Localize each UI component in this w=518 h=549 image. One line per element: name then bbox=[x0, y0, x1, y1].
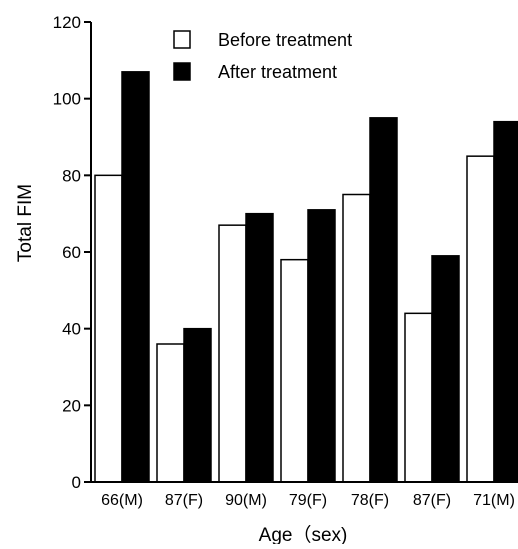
bar-before-3 bbox=[218, 224, 247, 483]
bars-layer bbox=[94, 71, 518, 483]
bar-before-7 bbox=[466, 155, 495, 483]
y-axis-title: Total FIM bbox=[15, 184, 36, 262]
bar-before-6 bbox=[404, 312, 433, 483]
bar-after-7 bbox=[493, 120, 518, 483]
legend-label-before: Before treatment bbox=[218, 30, 352, 50]
legend-swatch-before bbox=[173, 30, 191, 49]
x-tick-label-1: 66(M) bbox=[101, 492, 143, 509]
bar-after-4 bbox=[307, 209, 336, 483]
x-tick-label-5: 78(F) bbox=[351, 492, 389, 509]
y-tick-label-40: 40 bbox=[62, 320, 81, 339]
y-tick-label-80: 80 bbox=[62, 166, 81, 185]
legend-label-after: After treatment bbox=[218, 62, 337, 82]
axes-layer: 66(M) 87(F) 90(M) 79(F) 78(F) 87(F) 71(M) 0 20 40… bbox=[53, 13, 518, 509]
y-tick-label-120: 120 bbox=[53, 13, 81, 32]
bar-before-5 bbox=[342, 193, 371, 483]
y-tick-label-20: 20 bbox=[62, 396, 81, 415]
bar-before-1 bbox=[94, 174, 123, 483]
legend: Before treatment After treatment bbox=[173, 30, 352, 82]
bar-after-1 bbox=[121, 71, 150, 483]
x-tick-label-6: 87(F) bbox=[413, 492, 451, 509]
y-tick-label-60: 60 bbox=[62, 243, 81, 262]
x-tick-label-3: 90(M) bbox=[225, 492, 267, 509]
bar-after-2 bbox=[183, 327, 212, 483]
x-tick-label-4: 79(F) bbox=[289, 492, 327, 509]
bar-after-6 bbox=[431, 255, 460, 483]
x-tick-label-2: 87(F) bbox=[165, 492, 203, 509]
bar-before-4 bbox=[280, 258, 309, 483]
x-axis-title: Age（sex) bbox=[259, 524, 348, 544]
legend-swatch-after bbox=[173, 62, 191, 81]
bar-after-5 bbox=[369, 117, 398, 483]
bar-before-2 bbox=[156, 343, 185, 483]
x-tick-label-7: 71(M) bbox=[473, 492, 515, 509]
bar-after-3 bbox=[245, 212, 274, 483]
y-tick-label-100: 100 bbox=[53, 90, 81, 109]
y-tick-label-0: 0 bbox=[72, 473, 81, 492]
